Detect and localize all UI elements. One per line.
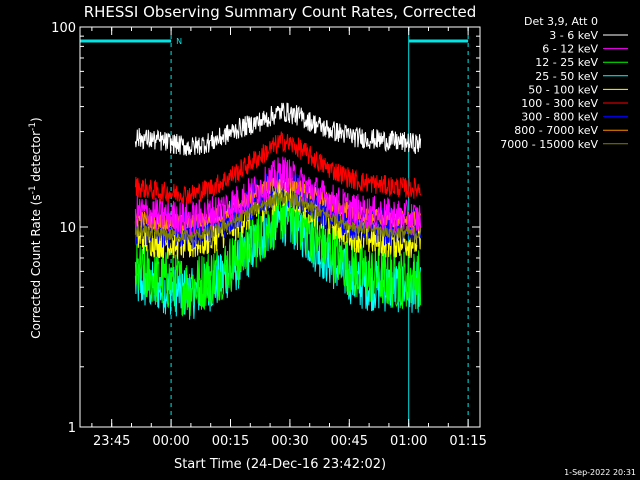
- y-axis-label: Corrected Count Rate (s-1 detector-1): [28, 117, 43, 338]
- x-tick-label: 00:15: [212, 434, 249, 449]
- y-tick-label: 10: [59, 221, 76, 236]
- legend-entry-label: 6 - 12 keV: [542, 43, 598, 56]
- series-line-100to300keV: [134, 131, 422, 205]
- x-tick-label: 00:00: [152, 434, 189, 449]
- x-tick-label: 01:15: [449, 434, 486, 449]
- chart-title: RHESSI Observing Summary Count Rates, Co…: [84, 3, 477, 21]
- y-axis-label-main: Corrected Count Rate (s: [29, 194, 43, 338]
- data-layer: N: [79, 27, 469, 427]
- series-line-800to7000keV: [134, 176, 422, 232]
- y-axis-label-sup1: -1: [28, 185, 38, 194]
- y-tick-label: 1: [68, 421, 76, 436]
- legend-entry-label: 25 - 50 keV: [535, 70, 598, 83]
- x-tick-label: 00:30: [271, 434, 308, 449]
- x-tick-label: 01:00: [390, 434, 427, 449]
- y-axis-label-sup2: -1: [28, 122, 38, 131]
- footer-timestamp: 1-Sep-2022 20:31: [564, 468, 636, 477]
- legend-entry-label: 800 - 7000 keV: [514, 124, 598, 137]
- legend-entry-label: 300 - 800 keV: [521, 111, 598, 124]
- legend-entry-label: 12 - 25 keV: [535, 56, 598, 69]
- legend-entry-label: 50 - 100 keV: [528, 83, 598, 96]
- night-label: N: [176, 37, 182, 46]
- legend-header: Det 3,9, Att 0: [524, 15, 598, 28]
- series-line-3to6keV: [134, 102, 422, 156]
- series-line-7000to15000keV: [134, 189, 422, 243]
- legend-entry-label: 7000 - 15000 keV: [500, 138, 598, 151]
- series-line-6to12keV: [134, 156, 422, 235]
- y-axis-label-end: ): [29, 117, 43, 122]
- x-axis-label: Start Time (24-Dec-16 23:42:02): [174, 457, 386, 472]
- y-tick-label: 100: [51, 21, 76, 36]
- y-axis-label-mid: detector: [29, 131, 43, 186]
- legend-entry-label: 100 - 300 keV: [521, 97, 598, 110]
- x-tick-label: 00:45: [331, 434, 368, 449]
- x-tick-label: 23:45: [93, 434, 130, 449]
- legend-entry-label: 3 - 6 keV: [549, 29, 598, 42]
- axes-layer: 23:45 00:00 00:15 00:30 00:45 01:00 01:15 1 10 10…: [51, 21, 487, 449]
